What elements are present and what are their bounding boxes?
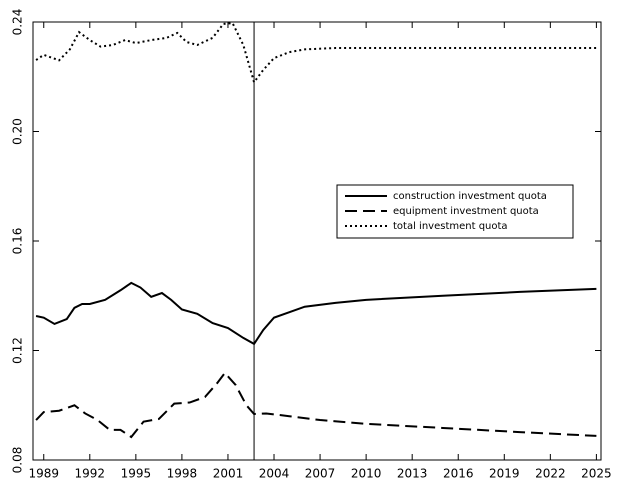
x-tick-label: 2007 bbox=[305, 467, 336, 481]
legend-box bbox=[336, 184, 574, 239]
x-tick-label: 2010 bbox=[351, 467, 382, 481]
x-tick-label: 1989 bbox=[28, 467, 59, 481]
x-tick-label: 2019 bbox=[489, 467, 520, 481]
legend-label: total investment quota bbox=[393, 221, 508, 232]
plot-frame bbox=[32, 21, 602, 461]
x-tick-label: 2013 bbox=[397, 467, 428, 481]
legend: construction investment quota equipment i… bbox=[336, 184, 574, 239]
y-tick-label: 0.12 bbox=[11, 337, 25, 364]
x-tick-label: 2001 bbox=[213, 467, 244, 481]
x-tick-label: 1998 bbox=[167, 467, 198, 481]
x-tick-label: 2016 bbox=[443, 467, 474, 481]
y-tick-label: 0.08 bbox=[11, 447, 25, 474]
series-line bbox=[35, 22, 597, 85]
series-line bbox=[35, 281, 597, 346]
x-tick-label: 2022 bbox=[535, 467, 566, 481]
y-tick-label: 0.16 bbox=[11, 228, 25, 255]
x-tick-label: 2004 bbox=[259, 467, 290, 481]
x-tick-label: 1995 bbox=[121, 467, 152, 481]
y-tick-label: 0.20 bbox=[11, 118, 25, 145]
y-tick-label: 0.24 bbox=[11, 9, 25, 36]
x-tick-label: 2025 bbox=[581, 467, 612, 481]
series-line bbox=[35, 371, 597, 439]
legend-label: equipment investment quota bbox=[393, 206, 539, 217]
x-tick-label: 1992 bbox=[75, 467, 106, 481]
legend-label: construction investment quota bbox=[393, 191, 547, 202]
